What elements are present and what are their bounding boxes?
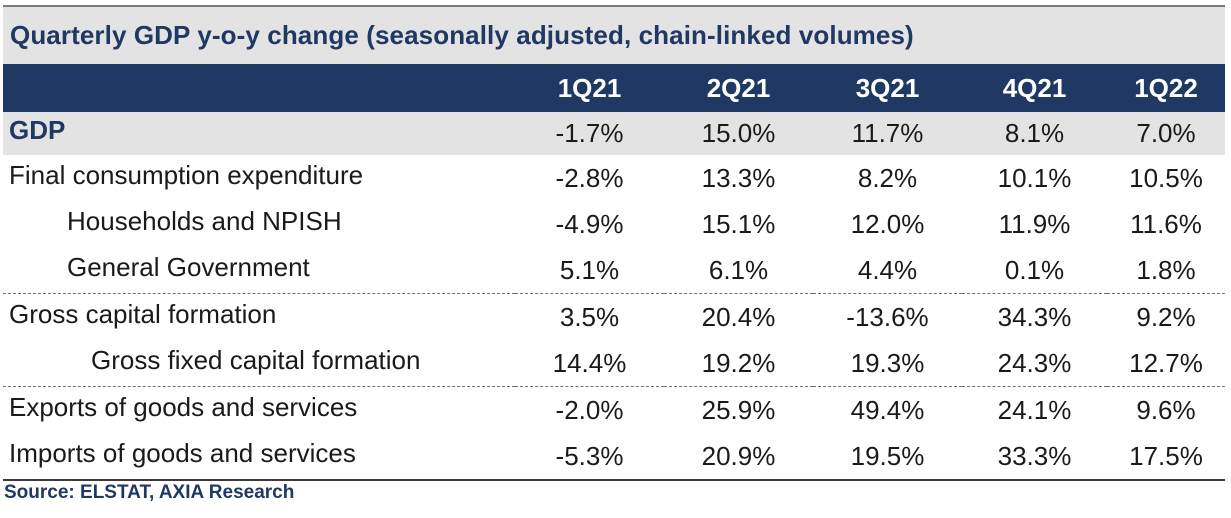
row-label: Gross capital formation — [9, 298, 277, 329]
gdp-table: 1Q21 2Q21 3Q21 4Q21 1Q22 GDP -1.7% 15.0%… — [3, 64, 1225, 481]
table-cell: 3.5% — [559, 301, 620, 332]
column-header: 1Q22 — [1107, 64, 1225, 112]
table-cell: 25.9% — [701, 394, 776, 425]
table-cell: 10.1% — [997, 162, 1072, 193]
table-cell: 11.7% — [813, 112, 962, 155]
row-label: Gross fixed capital formation — [91, 344, 421, 375]
row-label: General Government — [67, 251, 310, 282]
column-header: 4Q21 — [962, 64, 1107, 112]
table-cell: 24.3% — [962, 340, 1107, 387]
table-cell: -4.9% — [555, 208, 624, 239]
row-label: Imports of goods and services — [9, 437, 356, 468]
table-cell: 7.0% — [1107, 112, 1225, 155]
table-cell: 8.1% — [962, 112, 1107, 155]
gdp-table-figure: Quarterly GDP y-o-y change (seasonally a… — [3, 5, 1225, 481]
table-row: Gross capital formation 3.5% 20.4% -13.6… — [3, 294, 1225, 341]
table-row: Final consumption expenditure -2.8% 13.3… — [3, 155, 1225, 201]
table-cell: 9.6% — [1136, 394, 1196, 425]
table-cell: 1.8% — [1107, 247, 1225, 294]
table-cell: 0.1% — [962, 247, 1107, 294]
table-row-gdp: GDP -1.7% 15.0% 11.7% 8.1% 7.0% — [3, 112, 1225, 155]
table-cell: 19.5% — [813, 433, 962, 481]
table-cell: 4.4% — [813, 247, 962, 294]
table-row: Imports of goods and services -5.3% 20.9… — [3, 433, 1225, 481]
table-cell: 9.2% — [1136, 301, 1196, 332]
table-cell: 15.0% — [664, 112, 813, 155]
table-row: Gross fixed capital formation 14.4% 19.2… — [3, 340, 1225, 387]
table-cell: 24.1% — [997, 394, 1072, 425]
table-cell: 14.4% — [515, 340, 664, 387]
table-cell: 12.7% — [1107, 340, 1225, 387]
header-blank — [3, 64, 515, 112]
table-cell: 8.2% — [857, 162, 918, 193]
column-header: 3Q21 — [813, 64, 962, 112]
table-cell: 20.4% — [701, 301, 776, 332]
table-cell: 20.9% — [664, 433, 813, 481]
table-cell: 5.1% — [515, 247, 664, 294]
table-cell: 6.1% — [664, 247, 813, 294]
table-cell: 17.5% — [1107, 433, 1225, 481]
table-row: General Government 5.1% 6.1% 4.4% 0.1% 1… — [3, 247, 1225, 294]
row-label: Households and NPISH — [67, 205, 342, 236]
source-note: Source: ELSTAT, AXIA Research — [4, 482, 295, 503]
table-cell: 13.3% — [701, 162, 776, 193]
table-cell: 15.1% — [701, 208, 776, 239]
table-cell: 11.6% — [1130, 208, 1202, 239]
table-cell: 12.0% — [850, 208, 925, 239]
table-cell: 11.9% — [998, 208, 1071, 239]
table-row: Households and NPISH -4.9% 15.1% 12.0% 1… — [3, 201, 1225, 247]
table-cell: -13.6% — [846, 301, 929, 332]
table-row: Exports of goods and services -2.0% 25.9… — [3, 387, 1225, 434]
header-row: 1Q21 2Q21 3Q21 4Q21 1Q22 — [3, 64, 1225, 112]
table-cell: 34.3% — [997, 301, 1072, 332]
column-header: 2Q21 — [664, 64, 813, 112]
table-cell: -2.8% — [555, 162, 624, 193]
table-title: Quarterly GDP y-o-y change (seasonally a… — [10, 20, 914, 50]
table-cell: -1.7% — [515, 112, 664, 155]
table-cell: 19.2% — [664, 340, 813, 387]
table-cell: -2.0% — [555, 394, 624, 425]
table-cell: 33.3% — [962, 433, 1107, 481]
table-cell: 49.4% — [850, 394, 925, 425]
table-cell: -5.3% — [515, 433, 664, 481]
table-cell: 10.5% — [1129, 162, 1203, 193]
table-cell: 19.3% — [813, 340, 962, 387]
row-label: GDP — [9, 115, 66, 145]
row-label: Exports of goods and services — [9, 391, 358, 422]
title-bar: Quarterly GDP y-o-y change (seasonally a… — [3, 5, 1225, 64]
column-header: 1Q21 — [515, 64, 664, 112]
row-label: Final consumption expenditure — [9, 159, 364, 190]
